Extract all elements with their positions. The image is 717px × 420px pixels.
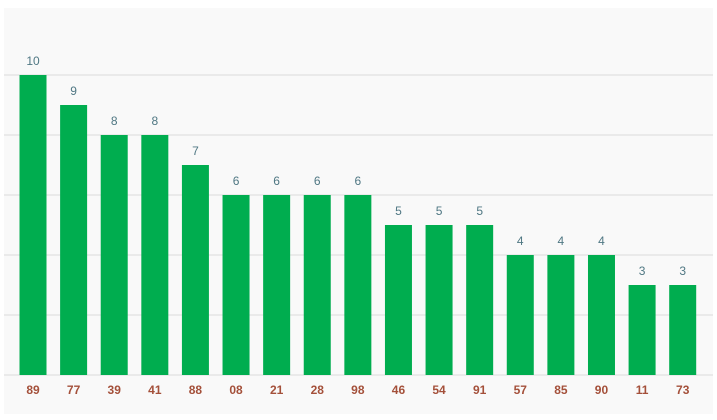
bar (587, 255, 615, 375)
x-tick-label: 11 (636, 383, 649, 397)
bar (141, 135, 169, 375)
x-tick-label: 90 (595, 383, 609, 397)
x-tick-label: 89 (26, 383, 40, 397)
bar (669, 285, 697, 375)
value-label: 9 (70, 84, 77, 98)
value-label: 8 (111, 114, 118, 128)
bar (60, 105, 88, 375)
value-label: 4 (558, 234, 565, 248)
x-tick-label: 98 (351, 383, 365, 397)
x-tick-label: 85 (554, 383, 568, 397)
bar (222, 195, 250, 375)
value-label: 10 (26, 54, 40, 68)
value-label: 5 (476, 204, 483, 218)
value-label: 5 (436, 204, 443, 218)
x-tick-label: 46 (392, 383, 406, 397)
bar (181, 165, 209, 375)
x-tick-label: 28 (311, 383, 325, 397)
value-label: 3 (679, 264, 686, 278)
value-label: 6 (273, 174, 280, 188)
x-tick-label: 39 (108, 383, 122, 397)
bar (344, 195, 372, 375)
x-tick-label: 41 (148, 383, 162, 397)
bar (303, 195, 331, 375)
bar (506, 255, 534, 375)
bar (547, 255, 575, 375)
value-label: 5 (395, 204, 402, 218)
x-tick-label: 54 (432, 383, 446, 397)
value-label: 3 (639, 264, 646, 278)
bar (100, 135, 128, 375)
bar (628, 285, 656, 375)
value-label: 6 (233, 174, 240, 188)
bar (466, 225, 494, 375)
value-label: 8 (151, 114, 158, 128)
bar (263, 195, 291, 375)
x-tick-label: 21 (270, 383, 284, 397)
x-tick-label: 77 (67, 383, 81, 397)
value-label: 4 (517, 234, 524, 248)
bar (384, 225, 412, 375)
bar (19, 75, 47, 375)
value-label: 6 (355, 174, 362, 188)
x-tick-label: 91 (473, 383, 487, 397)
value-label: 7 (192, 144, 199, 158)
bar (425, 225, 453, 375)
x-tick-label: 57 (514, 383, 528, 397)
x-tick-label: 88 (189, 383, 203, 397)
value-label: 4 (598, 234, 605, 248)
value-label: 6 (314, 174, 321, 188)
x-tick-label: 08 (229, 383, 243, 397)
x-tick-label: 73 (676, 383, 690, 397)
